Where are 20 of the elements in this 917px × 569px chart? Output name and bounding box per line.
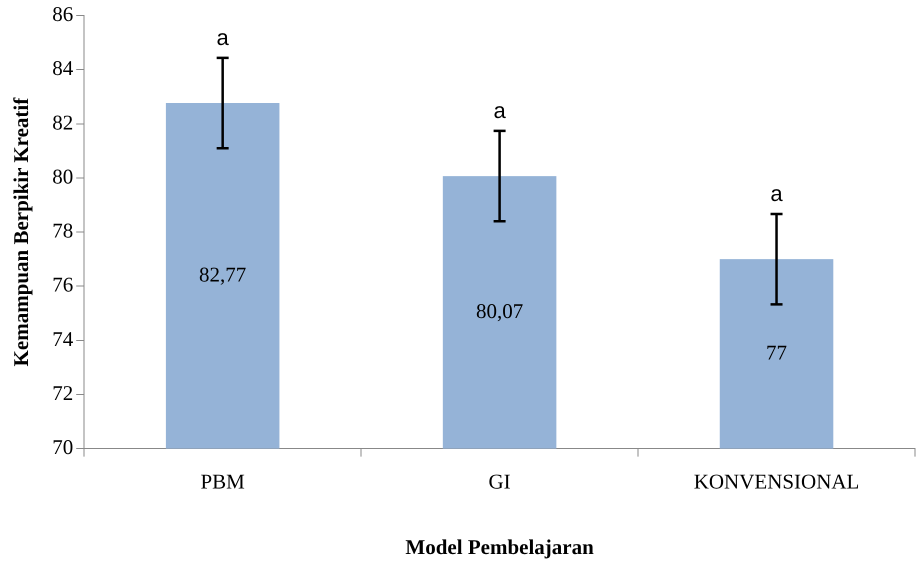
- y-tick-label: 82: [52, 110, 74, 134]
- annotation: a: [493, 98, 506, 123]
- y-tick-label: 78: [52, 218, 74, 243]
- y-tick-label: 74: [52, 326, 74, 351]
- data-label: 80,07: [476, 298, 524, 323]
- x-tick-label: PBM: [200, 470, 246, 494]
- x-tick-label: GI: [488, 470, 511, 494]
- annotation: a: [770, 181, 784, 206]
- data-label: 82,77: [199, 262, 246, 286]
- y-tick-label: 72: [52, 380, 74, 405]
- y-tick-label: 84: [52, 56, 74, 80]
- data-label: 77: [766, 340, 788, 364]
- y-tick-label: 76: [52, 272, 74, 297]
- y-axis-title: Kemampuan Berpikir Kreatif: [9, 96, 34, 366]
- x-tick-label: KONVENSIONAL: [694, 470, 860, 494]
- x-axis-title: Model Pembelajaran: [405, 534, 594, 559]
- y-tick-label: 80: [52, 164, 74, 188]
- y-tick-label: 70: [52, 435, 74, 460]
- annotation: a: [216, 24, 230, 50]
- y-tick-label: 86: [52, 2, 74, 26]
